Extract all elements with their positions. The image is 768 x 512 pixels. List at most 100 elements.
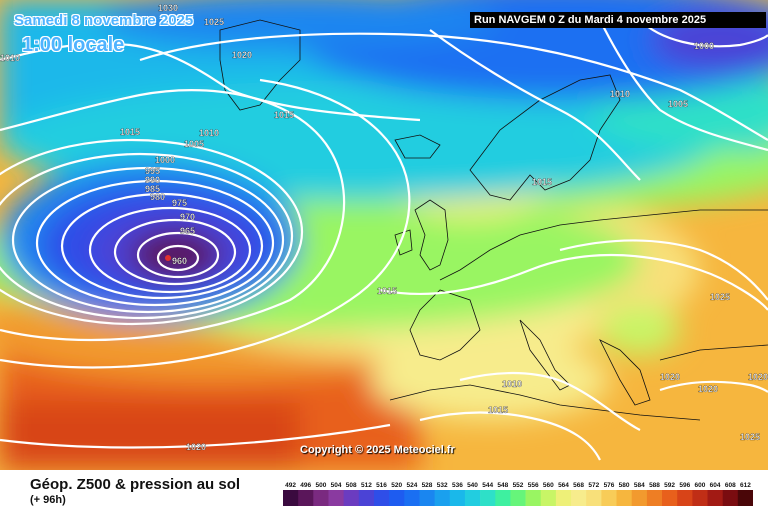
isobar-label: 1015 <box>532 177 552 187</box>
isobar-label: 1005 <box>668 99 688 109</box>
copyright-notice: Copyright © 2025 Meteociel.fr <box>300 444 455 456</box>
legend-swatch <box>358 490 375 506</box>
legend-value: 544 <box>482 482 493 489</box>
isobar-label: 1030 <box>158 3 178 13</box>
legend-swatch <box>555 490 572 506</box>
forecast-date: Samedi 8 novembre 2025 <box>14 12 194 29</box>
isobar-label: 1010 <box>0 53 20 63</box>
legend-swatch <box>298 490 314 506</box>
legend-swatch <box>692 490 708 506</box>
legend-value: 492 <box>285 482 296 489</box>
isobars <box>0 19 768 461</box>
legend-value: 588 <box>649 482 660 489</box>
legend-swatch <box>480 490 496 506</box>
isobar-labels: 1030 1025 1020 1010 1015 1010 1005 1000 … <box>0 3 768 452</box>
legend-value: 612 <box>740 482 751 489</box>
isobar-label: 1010 <box>199 128 219 138</box>
legend-value: 512 <box>361 482 372 489</box>
forecast-time: 1:00 locale <box>22 34 125 56</box>
isobar-label: 1000 <box>155 155 175 165</box>
legend-swatch <box>313 490 329 506</box>
legend-swatch <box>571 490 587 506</box>
legend-value: 508 <box>346 482 357 489</box>
isobar-label: 1005 <box>184 139 204 149</box>
legend-swatch <box>343 490 360 506</box>
legend-swatch <box>283 490 299 506</box>
isobar-label: 975 <box>172 198 187 208</box>
legend-swatch <box>434 490 451 506</box>
legend-value: 528 <box>422 482 433 489</box>
isobar-label: 960 <box>172 256 187 266</box>
isobar-label: 1020 <box>232 50 252 60</box>
isobar-label: 985 <box>145 184 160 194</box>
legend-value: 520 <box>391 482 402 489</box>
legend-value: 580 <box>619 482 630 489</box>
legend-value: 556 <box>528 482 539 489</box>
legend-swatch <box>464 490 481 506</box>
legend-value: 576 <box>604 482 615 489</box>
isobar-label: 1025 <box>740 432 760 442</box>
legend-value: 568 <box>573 482 584 489</box>
legend-value: 496 <box>300 482 311 489</box>
legend-value: 608 <box>725 482 736 489</box>
legend-value: 516 <box>376 482 387 489</box>
low-center-marker <box>165 255 171 261</box>
legend-value: 604 <box>710 482 721 489</box>
legend-swatch <box>540 490 557 506</box>
legend-swatch <box>646 490 663 506</box>
isobar-label: 1020 <box>698 384 718 394</box>
legend-value: 524 <box>406 482 417 489</box>
legend-swatch <box>601 490 617 506</box>
legend-swatch <box>525 490 542 506</box>
legend-value: 548 <box>497 482 508 489</box>
legend-swatch <box>374 490 390 506</box>
geopotential-field <box>0 0 768 470</box>
legend-swatch <box>495 490 511 506</box>
legend-swatch <box>616 490 632 506</box>
legend-swatch <box>586 490 602 506</box>
isobar-label: 1020 <box>186 442 206 452</box>
color-legend: 492 496 500 504 508 512 516 520 524 528 532 536 540 5… <box>283 482 753 506</box>
isobar-label: 1020 <box>748 372 768 382</box>
legend-value: 500 <box>315 482 326 489</box>
forecast-range: (+ 96h) <box>30 494 66 506</box>
isobar-label: 965 <box>180 226 195 236</box>
map-canvas: 1030 1025 1020 1010 1015 1010 1005 1000 … <box>0 0 768 470</box>
legend-value: 540 <box>467 482 478 489</box>
legend-swatch <box>662 490 678 506</box>
legend-swatch <box>404 490 420 506</box>
isobar-label: 995 <box>145 166 160 176</box>
legend-swatch <box>419 490 435 506</box>
legend-swatch <box>449 490 466 506</box>
legend-value: 584 <box>634 482 645 489</box>
legend-value: 536 <box>452 482 463 489</box>
legend-swatch <box>631 490 648 506</box>
legend-swatch <box>707 490 723 506</box>
isobar-label: 990 <box>145 175 160 185</box>
isobar-label: 1015 <box>274 110 294 120</box>
isobar-label: 980 <box>150 192 165 202</box>
legend-swatch <box>677 490 693 506</box>
isobar-label: 970 <box>180 212 195 222</box>
isobar-label: 1015 <box>120 127 140 137</box>
legend-value: 504 <box>331 482 342 489</box>
legend-swatch <box>737 490 753 506</box>
isobar-label: 1000 <box>694 41 714 51</box>
chart-title: Géop. Z500 & pression au sol <box>30 476 241 493</box>
isobar-label: 1015 <box>488 405 508 415</box>
model-run-banner: Run NAVGEM 0 Z du Mardi 4 novembre 2025 <box>470 12 766 28</box>
legend-value: 564 <box>558 482 569 489</box>
legend-value: 572 <box>588 482 599 489</box>
legend-value: 600 <box>694 482 705 489</box>
isobar-label: 1010 <box>502 379 522 389</box>
legend-value: 560 <box>543 482 554 489</box>
isobar-label: 1025 <box>710 292 730 302</box>
isobar-label: 1010 <box>610 89 630 99</box>
isobar-label: 1020 <box>660 372 680 382</box>
legend-swatch <box>722 490 739 506</box>
legend-value: 596 <box>679 482 690 489</box>
legend-swatch <box>389 490 405 506</box>
legend-value: 552 <box>513 482 524 489</box>
legend-value: 592 <box>664 482 675 489</box>
